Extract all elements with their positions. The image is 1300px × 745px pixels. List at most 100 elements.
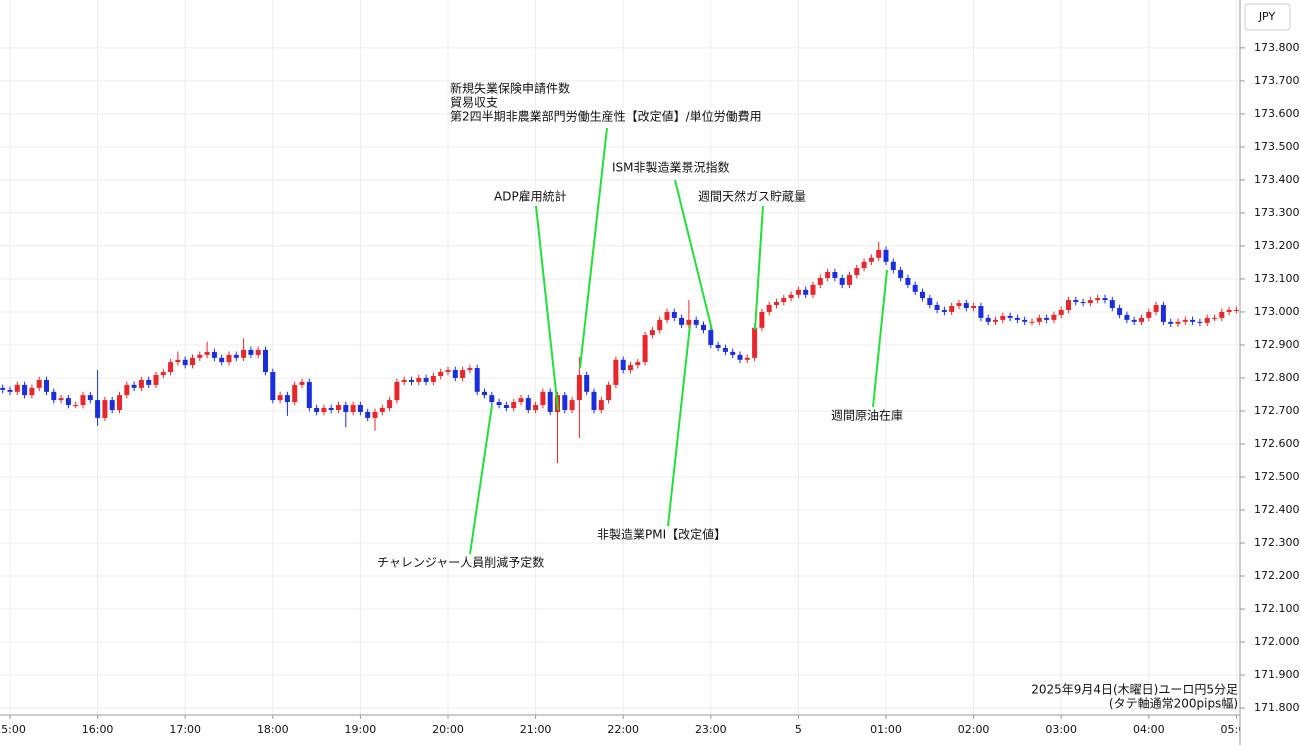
candle-body <box>876 249 882 258</box>
footnote: 2025年9月4日(木曜日)ユーロ円5分足 <box>1031 683 1238 697</box>
annotation-text: 貿易収支 <box>450 96 498 110</box>
candle-body <box>934 305 940 310</box>
annotations: 新規失業保険申請件数貿易収支第2四半期非農業部門労働生産性【改定値】/単位労働費… <box>377 81 903 570</box>
candle-body <box>1212 317 1217 319</box>
candle-body <box>1175 321 1181 324</box>
candle-body <box>51 391 57 401</box>
candle-body <box>664 311 670 320</box>
candle-body <box>774 302 779 306</box>
candle-body <box>956 303 962 307</box>
candle-body <box>912 284 918 292</box>
candle-body <box>1226 309 1232 312</box>
candle-body <box>1168 321 1174 324</box>
candle-body <box>365 411 371 418</box>
candle-body <box>1051 314 1057 320</box>
candle-body <box>350 405 356 412</box>
candle-body <box>102 400 108 418</box>
candle-body <box>1233 309 1239 311</box>
candle-body <box>766 305 772 312</box>
candle-body <box>810 284 816 295</box>
candle-body <box>1022 319 1028 322</box>
candle-body <box>0 387 6 390</box>
candle-body <box>255 349 261 355</box>
x-tick-label: 15:00 <box>0 723 26 736</box>
x-tick-label: 02:00 <box>958 723 990 736</box>
candle-body <box>1197 321 1203 323</box>
annotation-text: 第2四半期非農業部門労働生産性【改定値】/単位労働費用 <box>450 109 762 124</box>
candle-body <box>372 411 378 418</box>
annotation-text: ADP雇用統計 <box>494 189 567 204</box>
candle-body <box>730 351 736 355</box>
annotation-text: 週間天然ガス貯蔵量 <box>698 189 806 204</box>
candle-body <box>963 303 969 308</box>
y-tick-label: 173.400 <box>1254 173 1300 186</box>
currency-box <box>1244 3 1291 31</box>
candle-body <box>445 370 451 373</box>
candle-body <box>1146 311 1152 318</box>
candle-body <box>1182 319 1188 322</box>
y-tick-label: 172.000 <box>1254 635 1300 648</box>
candle-body <box>22 384 28 396</box>
candle-body <box>277 395 283 401</box>
candle-body <box>540 391 546 406</box>
candle-body <box>752 327 758 358</box>
candle-body <box>131 384 137 388</box>
candle-body <box>299 381 305 385</box>
candle-body <box>533 405 539 410</box>
x-tick-label: 21:00 <box>520 723 552 736</box>
candle-body <box>817 277 823 285</box>
candle-body <box>671 311 677 318</box>
candle-body <box>562 395 568 410</box>
candle-body <box>679 317 685 325</box>
candle-body <box>263 349 268 373</box>
candle-body <box>36 379 42 388</box>
candle-body <box>606 384 612 401</box>
candle-body <box>109 400 115 410</box>
candle-body <box>613 359 619 385</box>
candle-body <box>95 400 101 418</box>
x-tick-label: 22:00 <box>607 723 639 736</box>
x-tick-label: 18:00 <box>257 723 289 736</box>
candle-body <box>1029 321 1035 323</box>
candle-body <box>460 370 466 378</box>
candle-body <box>80 395 86 406</box>
candle-body <box>14 384 20 392</box>
candle-body <box>649 330 655 336</box>
candle-body <box>985 317 991 322</box>
candle-body <box>73 405 79 407</box>
candle-body <box>795 289 801 295</box>
y-tick-label: 172.100 <box>1254 602 1300 615</box>
candle-body <box>642 335 648 363</box>
candle-body <box>1160 305 1166 322</box>
candle-body <box>693 319 699 325</box>
candle-body <box>525 398 531 410</box>
candle-body <box>788 294 794 299</box>
y-tick-label: 172.400 <box>1254 503 1300 516</box>
candle-body <box>569 400 575 410</box>
y-tick-label: 173.800 <box>1254 41 1300 54</box>
annotation-text: チャレンジャー人員削減予定数 <box>377 555 544 570</box>
axis-panel <box>1240 0 1300 745</box>
candle-body <box>160 372 166 375</box>
candle-body <box>803 289 809 295</box>
candle-body <box>1014 317 1020 320</box>
candle-body <box>547 391 553 412</box>
candle-body <box>1117 307 1123 315</box>
candle-body <box>1102 298 1108 301</box>
candle-body <box>292 384 298 403</box>
candle-body <box>124 384 130 396</box>
candle-body <box>1036 317 1042 322</box>
candle-body <box>781 298 787 303</box>
y-tick-label: 172.600 <box>1254 437 1300 450</box>
candle-body <box>883 249 889 262</box>
y-tick-label: 172.200 <box>1254 569 1300 582</box>
candle-body <box>423 377 429 382</box>
candle-body <box>978 306 984 318</box>
candle-body <box>29 387 35 396</box>
candle-body <box>1007 315 1013 318</box>
y-tick-label: 173.700 <box>1254 74 1300 87</box>
annotation-line <box>674 179 713 331</box>
